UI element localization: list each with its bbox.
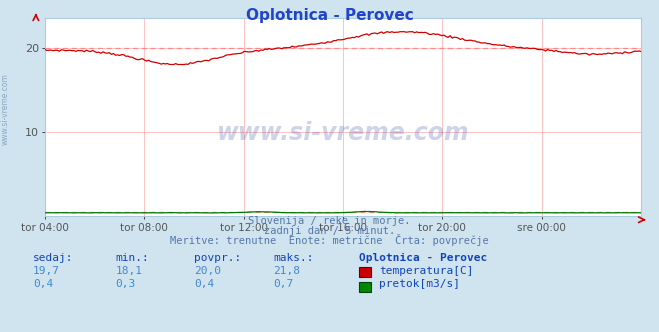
Text: temperatura[C]: temperatura[C] [379, 266, 473, 276]
Text: min.:: min.: [115, 253, 149, 263]
Text: povpr.:: povpr.: [194, 253, 242, 263]
Text: 0,4: 0,4 [194, 279, 215, 289]
Text: 0,7: 0,7 [273, 279, 294, 289]
Text: Oplotnica - Perovec: Oplotnica - Perovec [246, 8, 413, 23]
Text: sedaj:: sedaj: [33, 253, 73, 263]
Text: 20,0: 20,0 [194, 266, 221, 276]
Text: 19,7: 19,7 [33, 266, 60, 276]
Text: www.si-vreme.com: www.si-vreme.com [1, 74, 10, 145]
Text: pretok[m3/s]: pretok[m3/s] [379, 279, 460, 289]
Text: zadnji dan / 5 minut.: zadnji dan / 5 minut. [264, 226, 395, 236]
Text: 18,1: 18,1 [115, 266, 142, 276]
Text: 21,8: 21,8 [273, 266, 301, 276]
Text: maks.:: maks.: [273, 253, 314, 263]
Text: 0,3: 0,3 [115, 279, 136, 289]
Text: 0,4: 0,4 [33, 279, 53, 289]
Text: Meritve: trenutne  Enote: metrične  Črta: povprečje: Meritve: trenutne Enote: metrične Črta: … [170, 234, 489, 246]
Text: Slovenija / reke in morje.: Slovenija / reke in morje. [248, 216, 411, 226]
Text: www.si-vreme.com: www.si-vreme.com [217, 121, 469, 145]
Text: Oplotnica - Perovec: Oplotnica - Perovec [359, 253, 488, 263]
